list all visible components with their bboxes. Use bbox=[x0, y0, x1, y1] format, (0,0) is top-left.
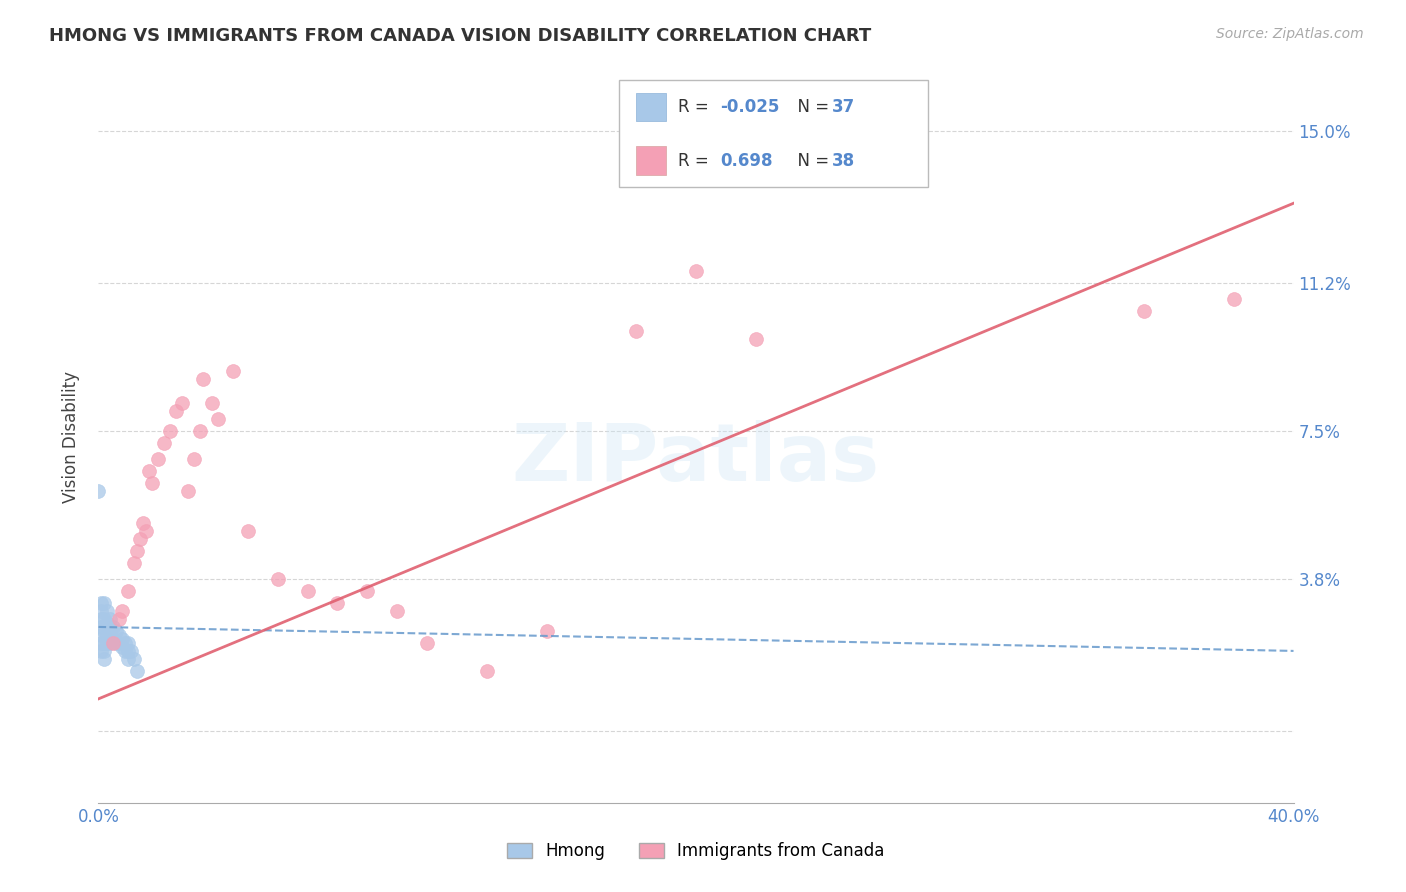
Legend: Hmong, Immigrants from Canada: Hmong, Immigrants from Canada bbox=[508, 842, 884, 860]
Text: N =: N = bbox=[787, 152, 835, 169]
Point bbox=[127, 544, 149, 558]
Text: 38: 38 bbox=[832, 152, 855, 169]
Point bbox=[416, 636, 439, 650]
Point bbox=[385, 604, 409, 618]
Point bbox=[177, 483, 200, 498]
Point bbox=[90, 628, 112, 642]
Point bbox=[87, 483, 110, 498]
Point bbox=[207, 412, 229, 426]
Point bbox=[93, 624, 115, 638]
Point bbox=[188, 424, 211, 438]
Text: ZIPatlas: ZIPatlas bbox=[512, 420, 880, 498]
Point bbox=[191, 372, 214, 386]
Point bbox=[114, 636, 136, 650]
Point bbox=[124, 556, 146, 570]
Point bbox=[103, 632, 125, 646]
Point bbox=[153, 436, 176, 450]
Point bbox=[236, 524, 259, 538]
Point bbox=[165, 404, 187, 418]
Point bbox=[685, 264, 707, 278]
Point bbox=[93, 636, 115, 650]
Point bbox=[124, 652, 146, 666]
Point bbox=[98, 624, 122, 638]
Point bbox=[98, 636, 122, 650]
Point bbox=[96, 628, 118, 642]
Point bbox=[475, 664, 498, 678]
Point bbox=[117, 584, 139, 599]
Point bbox=[114, 644, 136, 658]
Y-axis label: Vision Disability: Vision Disability bbox=[62, 371, 80, 503]
Text: -0.025: -0.025 bbox=[720, 98, 779, 116]
Point bbox=[132, 516, 155, 530]
Point bbox=[108, 628, 131, 642]
Point bbox=[135, 524, 157, 538]
Point bbox=[93, 612, 115, 626]
Text: N =: N = bbox=[787, 98, 835, 116]
Point bbox=[148, 452, 170, 467]
Point bbox=[108, 612, 131, 626]
Point bbox=[103, 636, 125, 650]
Point bbox=[894, 145, 917, 159]
Point bbox=[96, 615, 118, 630]
Point bbox=[96, 604, 118, 618]
Point bbox=[93, 596, 115, 610]
Point bbox=[356, 584, 378, 599]
Point bbox=[117, 644, 139, 658]
Point bbox=[90, 604, 112, 618]
Point bbox=[117, 636, 139, 650]
Point bbox=[103, 620, 125, 634]
Text: R =: R = bbox=[678, 98, 714, 116]
Point bbox=[120, 644, 142, 658]
Point bbox=[745, 332, 768, 346]
Point bbox=[127, 664, 149, 678]
Point bbox=[159, 424, 181, 438]
Point bbox=[111, 632, 134, 646]
Point bbox=[90, 636, 112, 650]
Point bbox=[117, 652, 139, 666]
Point bbox=[90, 612, 112, 626]
Point bbox=[141, 476, 163, 491]
Text: 0.698: 0.698 bbox=[720, 152, 772, 169]
Text: R =: R = bbox=[678, 152, 718, 169]
Point bbox=[111, 640, 134, 654]
Point bbox=[183, 452, 205, 467]
Point bbox=[90, 644, 112, 658]
Point bbox=[1223, 292, 1246, 306]
Point bbox=[90, 620, 112, 634]
Text: Source: ZipAtlas.com: Source: ZipAtlas.com bbox=[1216, 27, 1364, 41]
Point bbox=[105, 636, 128, 650]
Point bbox=[201, 396, 224, 410]
Text: 37: 37 bbox=[832, 98, 856, 116]
Point bbox=[267, 572, 290, 586]
Text: HMONG VS IMMIGRANTS FROM CANADA VISION DISABILITY CORRELATION CHART: HMONG VS IMMIGRANTS FROM CANADA VISION D… bbox=[49, 27, 872, 45]
Point bbox=[93, 652, 115, 666]
Point bbox=[222, 364, 245, 378]
Point bbox=[96, 636, 118, 650]
Point bbox=[90, 596, 112, 610]
Point bbox=[111, 604, 134, 618]
Point bbox=[105, 624, 128, 638]
Point bbox=[98, 612, 122, 626]
Point bbox=[626, 324, 648, 338]
Point bbox=[172, 396, 194, 410]
Point bbox=[326, 596, 349, 610]
Point bbox=[108, 636, 131, 650]
Point bbox=[1133, 304, 1156, 318]
Point bbox=[536, 624, 558, 638]
Point bbox=[129, 532, 152, 546]
Point bbox=[93, 644, 115, 658]
Point bbox=[138, 464, 160, 478]
Point bbox=[297, 584, 319, 599]
